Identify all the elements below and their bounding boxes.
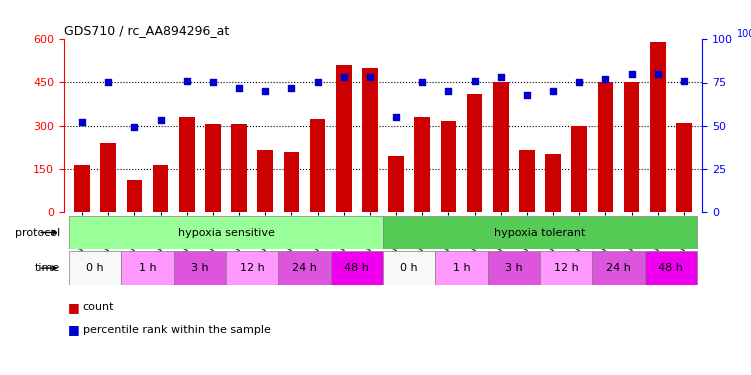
Bar xyxy=(519,150,535,212)
Point xyxy=(155,117,167,123)
Point xyxy=(364,74,376,80)
Point xyxy=(285,85,297,91)
Bar xyxy=(493,82,508,212)
Point xyxy=(128,124,140,130)
Text: time: time xyxy=(35,263,60,273)
Point xyxy=(416,80,428,86)
Bar xyxy=(676,123,692,212)
Bar xyxy=(593,251,644,285)
Text: 12 h: 12 h xyxy=(553,263,578,273)
Point xyxy=(547,88,559,94)
Bar xyxy=(69,216,383,249)
Bar xyxy=(205,124,221,212)
Bar xyxy=(258,150,273,212)
Bar xyxy=(231,124,247,212)
Bar xyxy=(623,82,639,212)
Bar xyxy=(383,251,436,285)
Bar xyxy=(598,82,614,212)
Bar xyxy=(650,42,665,212)
Point xyxy=(390,114,402,120)
Bar xyxy=(383,216,697,249)
Text: protocol: protocol xyxy=(15,228,60,237)
Text: 48 h: 48 h xyxy=(659,263,683,273)
Bar xyxy=(336,65,351,212)
Text: GDS710 / rc_AA894296_at: GDS710 / rc_AA894296_at xyxy=(64,24,229,38)
Text: hypoxia sensitive: hypoxia sensitive xyxy=(177,228,274,237)
Bar xyxy=(69,251,122,285)
Text: percentile rank within the sample: percentile rank within the sample xyxy=(83,325,270,335)
Text: hypoxia tolerant: hypoxia tolerant xyxy=(494,228,586,237)
Bar xyxy=(415,117,430,212)
Bar xyxy=(309,119,325,212)
Bar xyxy=(466,94,482,212)
Text: 48 h: 48 h xyxy=(345,263,369,273)
Point xyxy=(573,80,585,86)
Bar xyxy=(388,156,404,212)
Point xyxy=(259,88,271,94)
Point xyxy=(207,80,219,86)
Bar xyxy=(487,251,540,285)
Bar xyxy=(540,251,593,285)
Point xyxy=(626,71,638,77)
Point xyxy=(521,92,533,98)
Bar xyxy=(101,143,116,212)
Text: 24 h: 24 h xyxy=(606,263,631,273)
Text: 0 h: 0 h xyxy=(400,263,418,273)
Point xyxy=(469,78,481,84)
Bar xyxy=(179,117,195,212)
Text: 3 h: 3 h xyxy=(191,263,209,273)
Point xyxy=(312,80,324,86)
Bar xyxy=(226,251,279,285)
Bar xyxy=(122,251,173,285)
Text: ■: ■ xyxy=(68,324,80,336)
Bar xyxy=(173,251,226,285)
Bar xyxy=(362,68,378,212)
Text: 100%: 100% xyxy=(737,29,751,39)
Point xyxy=(652,71,664,77)
Bar xyxy=(441,122,457,212)
Text: ■: ■ xyxy=(68,301,80,314)
Bar xyxy=(545,154,561,212)
Point xyxy=(76,119,88,125)
Bar xyxy=(436,251,487,285)
Point xyxy=(495,74,507,80)
Bar xyxy=(279,251,330,285)
Point xyxy=(338,74,350,80)
Point xyxy=(678,78,690,84)
Bar xyxy=(152,165,168,212)
Bar xyxy=(330,251,383,285)
Text: 24 h: 24 h xyxy=(292,263,317,273)
Text: 12 h: 12 h xyxy=(240,263,264,273)
Point xyxy=(599,76,611,82)
Text: 0 h: 0 h xyxy=(86,263,104,273)
Bar xyxy=(644,251,697,285)
Point xyxy=(181,78,193,84)
Bar xyxy=(572,126,587,212)
Bar xyxy=(127,180,143,212)
Point xyxy=(442,88,454,94)
Text: 3 h: 3 h xyxy=(505,263,523,273)
Point xyxy=(102,80,114,86)
Point xyxy=(233,85,245,91)
Text: 1 h: 1 h xyxy=(139,263,156,273)
Bar xyxy=(74,165,90,212)
Bar xyxy=(284,152,300,212)
Text: 1 h: 1 h xyxy=(453,263,470,273)
Text: count: count xyxy=(83,303,114,312)
